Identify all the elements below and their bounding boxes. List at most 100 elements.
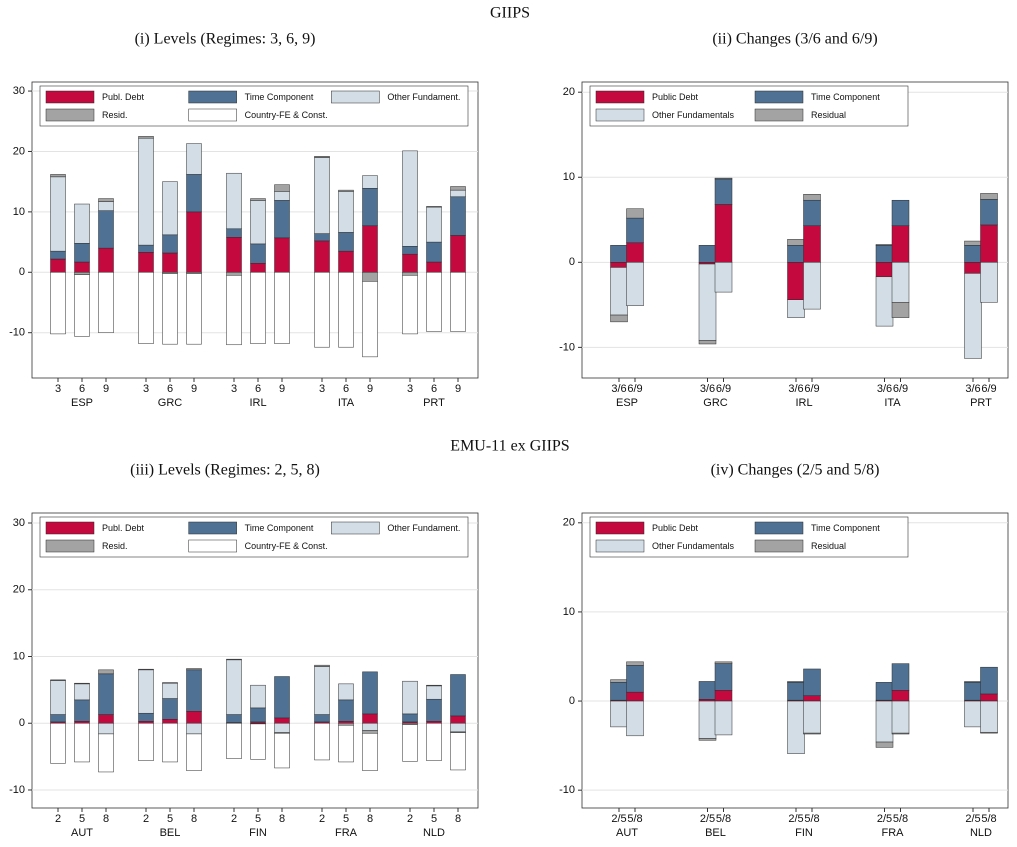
bar-segment [226, 659, 242, 715]
section-title: EMU-11 ex GIIPS [450, 438, 569, 455]
legend-swatch [754, 108, 804, 122]
bar-segment [787, 262, 805, 300]
bar-segment [964, 273, 982, 359]
bar-segment [274, 717, 290, 724]
y-tick-label: 20 [563, 517, 575, 529]
bar-segment [50, 714, 66, 723]
group-label: ITA [338, 397, 355, 409]
bar-segment [787, 682, 805, 701]
bar-segment [274, 191, 290, 201]
bar-segment [226, 658, 242, 661]
x-tick-label: 9 [103, 383, 109, 395]
bar-segment [714, 661, 733, 664]
x-tick-label: 6 [79, 383, 85, 395]
x-tick-label: 8 [103, 813, 109, 825]
x-tick-label: 3/6 [611, 383, 626, 395]
bar-segment [314, 233, 330, 242]
x-tick-label: 9 [367, 383, 373, 395]
bar-segment [274, 237, 290, 273]
bar-segment [803, 668, 821, 696]
bar-segment [698, 262, 717, 265]
bar-segment [610, 700, 628, 728]
y-tick-label: 20 [563, 86, 575, 98]
bar-segment [186, 211, 202, 273]
bar-segment [74, 274, 90, 337]
plot-frame [581, 81, 1009, 379]
y-tick-label: 10 [563, 171, 575, 183]
bar-segment [162, 234, 178, 254]
y-tick-label: 10 [563, 606, 575, 618]
bar-segment [50, 258, 66, 273]
bar-segment [980, 262, 998, 303]
bar-segment [226, 228, 242, 238]
bar-segment [338, 250, 354, 273]
bar-segment [74, 722, 90, 763]
bar-segment [250, 243, 266, 264]
bar-segment [964, 245, 982, 263]
bar-segment [314, 666, 330, 715]
bar-segment [226, 714, 242, 723]
bar-segment [186, 733, 202, 771]
bar-segment [426, 241, 442, 263]
bar-segment [980, 666, 998, 695]
x-tick-label: 6/9 [981, 383, 996, 395]
bar-segment [98, 247, 114, 273]
x-tick-label: 2/5 [611, 813, 626, 825]
legend-label: Other Fundamentals [652, 541, 735, 551]
bar-segment [98, 714, 114, 724]
bar-segment [338, 272, 354, 348]
bar-segment [50, 176, 66, 252]
bar-segment [50, 679, 66, 681]
bar-segment [964, 700, 982, 728]
bar-segment [250, 684, 266, 709]
group-label: GRC [158, 397, 183, 409]
group-label: AUT [71, 827, 93, 839]
legend-label: Time Component [811, 523, 880, 533]
bar-segment [138, 669, 154, 714]
group-label: AUT [616, 827, 638, 839]
bar-segment [314, 240, 330, 273]
group-label: FRA [882, 827, 905, 839]
bar-segment [426, 206, 442, 208]
bar-segment [803, 262, 821, 310]
x-tick-label: 5 [255, 813, 261, 825]
group-label: FIN [795, 827, 813, 839]
x-tick-label: 9 [191, 383, 197, 395]
legend-swatch [595, 108, 645, 122]
bar-segment [875, 245, 894, 263]
legend-label: Publ. Debt [102, 523, 145, 533]
bar-segment [964, 682, 982, 701]
bar-segment [714, 177, 733, 180]
x-tick-label: 5 [343, 813, 349, 825]
bar-segment [891, 302, 910, 318]
bar-segment [803, 700, 821, 734]
bar-segment [426, 206, 442, 243]
group-label: NLD [423, 827, 445, 839]
bar-segment [964, 262, 982, 274]
bar-segment [714, 700, 733, 736]
x-tick-label: 5 [167, 813, 173, 825]
y-tick-label: 20 [13, 145, 25, 157]
bar-segment [610, 262, 628, 268]
bar-segment [162, 273, 178, 345]
bar-segment [698, 681, 717, 700]
x-tick-label: 6 [343, 383, 349, 395]
bar-segment [402, 246, 418, 255]
legend-label: Country-FE & Const. [245, 110, 328, 120]
x-tick-label: 5 [79, 813, 85, 825]
x-tick-label: 2/5 [788, 813, 803, 825]
x-tick-label: 6 [431, 383, 437, 395]
group-label: FIN [249, 827, 267, 839]
bar-segment [162, 682, 178, 699]
bar-segment [138, 722, 154, 761]
bar-segment [74, 682, 90, 685]
legend-swatch [754, 521, 804, 535]
x-tick-label: 6/9 [893, 383, 908, 395]
y-tick-label: 0 [19, 717, 25, 729]
legend-label: Resid. [102, 541, 128, 551]
bar-segment [74, 243, 90, 263]
bar-segment [162, 698, 178, 720]
legend-swatch [188, 539, 237, 553]
bar-segment [803, 199, 821, 226]
